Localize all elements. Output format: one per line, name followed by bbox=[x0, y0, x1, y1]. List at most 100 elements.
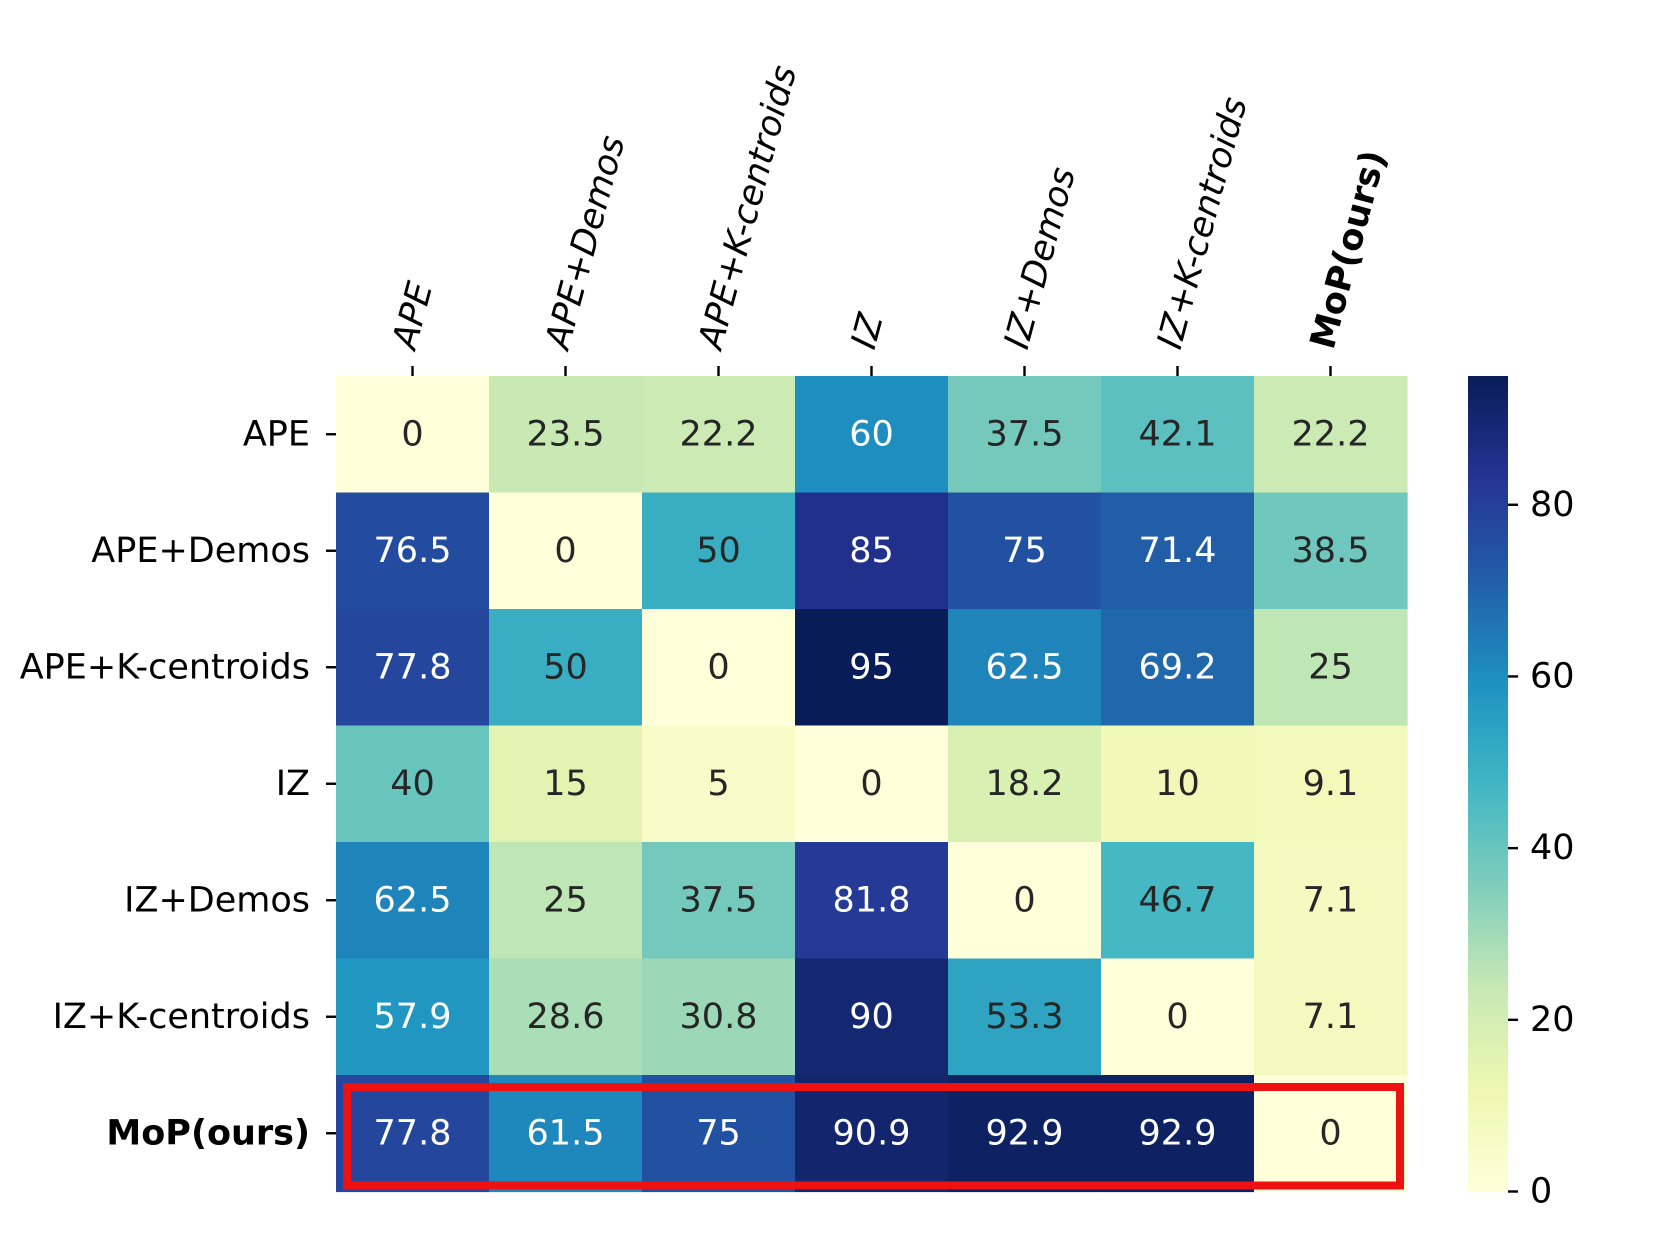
heatmap-cell bbox=[1101, 1075, 1255, 1193]
cell-value-label: 53.3 bbox=[986, 997, 1064, 1037]
heatmap-cell bbox=[1254, 958, 1408, 1076]
cell-value-label: 75 bbox=[1002, 531, 1047, 571]
row-label-mop-ours: MoP(ours) bbox=[106, 1113, 310, 1153]
column-label-ape-demos: APE+Demos bbox=[538, 132, 634, 356]
colorbar-gradient bbox=[1468, 376, 1508, 1192]
heatmap-cell bbox=[1101, 609, 1255, 727]
heatmap-cell bbox=[948, 958, 1102, 1076]
cell-value-label: 10 bbox=[1155, 764, 1200, 804]
cell-value-label: 0 bbox=[401, 414, 423, 454]
heatmap-cell bbox=[795, 842, 949, 960]
heatmap-cell bbox=[948, 1075, 1102, 1193]
heatmap-cell bbox=[795, 1075, 949, 1193]
cell-value-label: 85 bbox=[849, 531, 894, 571]
cell-value-label: 25 bbox=[543, 880, 588, 920]
heatmap-cell bbox=[642, 958, 796, 1076]
colorbar-tick-label: 60 bbox=[1530, 656, 1575, 696]
colorbar-tick-label: 40 bbox=[1530, 828, 1575, 868]
heatmap-cell bbox=[336, 725, 490, 843]
cell-value-label: 62.5 bbox=[374, 880, 452, 920]
row-label-ape-k-centroids: APE+K-centroids bbox=[20, 647, 310, 687]
column-label-ape: APE bbox=[385, 277, 442, 355]
cell-value-label: 61.5 bbox=[527, 1113, 605, 1153]
cell-value-label: 7.1 bbox=[1303, 997, 1359, 1037]
heatmap-cell bbox=[1101, 376, 1255, 494]
heatmap-cell bbox=[948, 609, 1102, 727]
cell-value-label: 62.5 bbox=[986, 647, 1064, 687]
heatmap-cell bbox=[489, 958, 643, 1076]
heatmap-cell bbox=[336, 609, 490, 727]
row-label-iz-k-centroids: IZ+K-centroids bbox=[53, 997, 310, 1037]
cell-value-label: 25 bbox=[1308, 647, 1353, 687]
cell-value-label: 75 bbox=[696, 1113, 741, 1153]
heatmap-cell bbox=[1101, 725, 1255, 843]
heatmap-cell bbox=[1101, 842, 1255, 960]
cell-value-label: 90.9 bbox=[833, 1113, 911, 1153]
cell-value-label: 37.5 bbox=[680, 880, 758, 920]
cell-value-label: 77.8 bbox=[374, 1113, 452, 1153]
heatmap-cell bbox=[795, 958, 949, 1076]
heatmap-cell bbox=[489, 376, 643, 494]
column-label-iz-demos: IZ+Demos bbox=[997, 163, 1084, 353]
column-label-iz-k-centroids: IZ+K-centroids bbox=[1150, 93, 1256, 353]
cell-value-label: 28.6 bbox=[527, 997, 605, 1037]
cell-value-label: 23.5 bbox=[527, 414, 605, 454]
heatmap-cell bbox=[336, 842, 490, 960]
cell-value-label: 0 bbox=[554, 531, 576, 571]
row-tick-labels: APE APE+Demos APE+K-centroids IZ IZ+Demos IZ+… bbox=[20, 414, 336, 1153]
cell-value-label: 0 bbox=[1013, 880, 1035, 920]
cell-value-label: 0 bbox=[860, 764, 882, 804]
heatmap-cell bbox=[948, 376, 1102, 494]
cell-value-label: 57.9 bbox=[374, 997, 452, 1037]
heatmap-cell bbox=[336, 1075, 490, 1193]
colorbar-tick-label: 0 bbox=[1530, 1172, 1552, 1212]
heatmap-cell bbox=[948, 725, 1102, 843]
cell-value-label: 92.9 bbox=[986, 1113, 1064, 1153]
cell-value-label: 30.8 bbox=[680, 997, 758, 1037]
heatmap-cell bbox=[642, 725, 796, 843]
cell-value-label: 50 bbox=[696, 531, 741, 571]
cell-value-label: 22.2 bbox=[680, 414, 758, 454]
heatmap-cell bbox=[1254, 725, 1408, 843]
heatmap-cell bbox=[642, 376, 796, 494]
heatmap-cell bbox=[795, 492, 949, 610]
heatmap-cell bbox=[1254, 842, 1408, 960]
cell-value-label: 18.2 bbox=[986, 764, 1064, 804]
cell-value-label: 22.2 bbox=[1292, 414, 1370, 454]
row-label-iz: IZ bbox=[276, 764, 310, 804]
cell-value-label: 69.2 bbox=[1139, 647, 1217, 687]
heatmap-cell bbox=[336, 376, 490, 494]
cell-value-label: 7.1 bbox=[1303, 880, 1359, 920]
cell-value-label: 46.7 bbox=[1139, 880, 1217, 920]
cell-value-label: 0 bbox=[707, 647, 729, 687]
heatmap-cell bbox=[1254, 1075, 1408, 1193]
row-label-ape-demos: APE+Demos bbox=[91, 531, 310, 571]
cell-value-label: 76.5 bbox=[374, 531, 452, 571]
heatmap-cells bbox=[336, 376, 1408, 1193]
cell-value-label: 71.4 bbox=[1139, 531, 1217, 571]
colorbar: 0 20 40 60 80 bbox=[1468, 376, 1575, 1212]
column-tick-labels: APE APE+Demos APE+K-centroids IZ IZ+Demos IZ+… bbox=[385, 62, 1395, 376]
cell-value-label: 81.8 bbox=[833, 880, 911, 920]
heatmap-cell bbox=[489, 1075, 643, 1193]
column-label-iz: IZ bbox=[844, 309, 892, 353]
cell-value-label: 0 bbox=[1166, 997, 1188, 1037]
cell-value-label: 90 bbox=[849, 997, 894, 1037]
heatmap-cell bbox=[795, 376, 949, 494]
heatmap-cell bbox=[1101, 958, 1255, 1076]
heatmap-cell bbox=[489, 725, 643, 843]
cell-value-label: 40 bbox=[390, 764, 435, 804]
cell-value-label: 38.5 bbox=[1292, 531, 1370, 571]
heatmap-cell bbox=[1101, 492, 1255, 610]
cell-value-label: 9.1 bbox=[1303, 764, 1359, 804]
heatmap-cell bbox=[489, 492, 643, 610]
heatmap-cell bbox=[1254, 376, 1408, 494]
highlight-box-group bbox=[343, 1083, 1404, 1190]
heatmap-cell bbox=[1254, 492, 1408, 610]
cell-value-label: 15 bbox=[543, 764, 588, 804]
row-label-ape: APE bbox=[243, 414, 310, 454]
heatmap-cell bbox=[642, 1075, 796, 1193]
heatmap-cell bbox=[336, 492, 490, 610]
heatmap-cell bbox=[489, 842, 643, 960]
cell-value-label: 92.9 bbox=[1139, 1113, 1217, 1153]
